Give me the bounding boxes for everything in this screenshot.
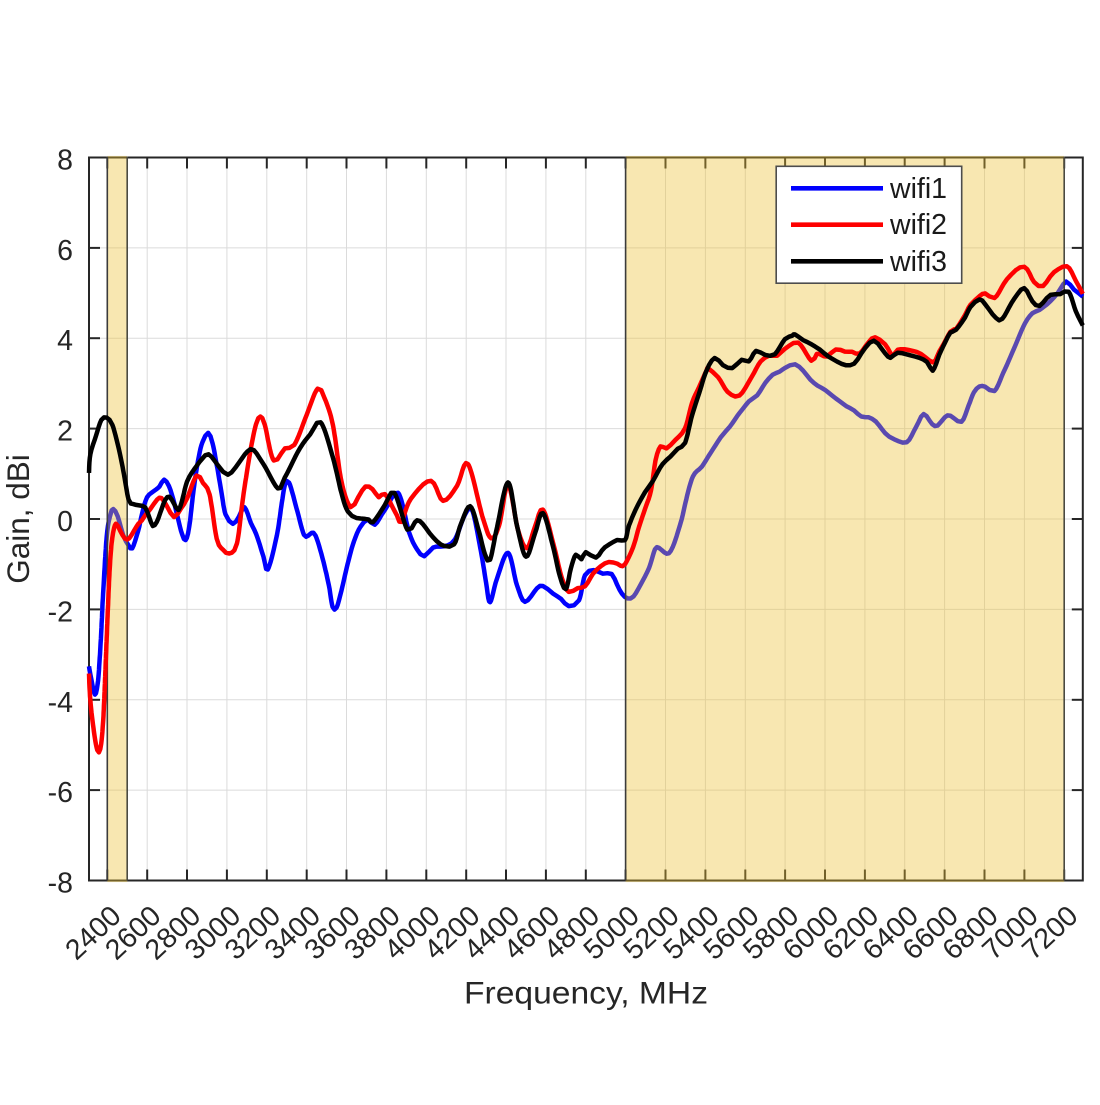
svg-text:2: 2 — [57, 416, 73, 448]
svg-text:Frequency, MHz: Frequency, MHz — [464, 975, 708, 1011]
svg-text:-4: -4 — [48, 687, 73, 719]
svg-text:6: 6 — [57, 235, 73, 267]
svg-text:wifi1: wifi1 — [889, 173, 947, 205]
svg-text:wifi2: wifi2 — [889, 209, 947, 241]
svg-text:-8: -8 — [48, 868, 73, 900]
svg-text:Gain, dBi: Gain, dBi — [0, 454, 36, 584]
svg-text:4: 4 — [57, 325, 73, 357]
svg-text:0: 0 — [57, 506, 73, 538]
svg-text:wifi3: wifi3 — [889, 246, 947, 278]
svg-text:-6: -6 — [48, 777, 73, 809]
svg-text:-2: -2 — [48, 596, 73, 628]
svg-text:8: 8 — [57, 145, 73, 177]
